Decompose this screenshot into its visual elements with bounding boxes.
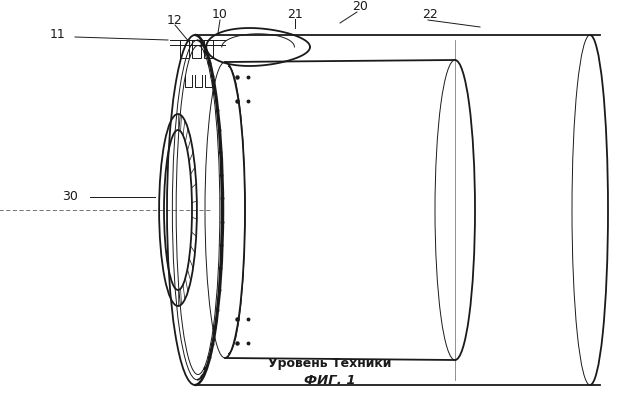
Text: 30: 30 [62,190,78,203]
Bar [192,40,201,58]
Text: 11: 11 [50,29,66,42]
Text: ФИГ. 1: ФИГ. 1 [304,374,356,386]
Text: Уровень Техники: Уровень Техники [268,356,392,369]
Bar [180,40,189,58]
Text: 22: 22 [422,8,438,22]
Text: 12: 12 [167,14,183,27]
Text: 20: 20 [352,0,368,14]
Text: 10: 10 [212,8,228,22]
Bar [204,40,213,58]
Text: 21: 21 [287,8,303,22]
